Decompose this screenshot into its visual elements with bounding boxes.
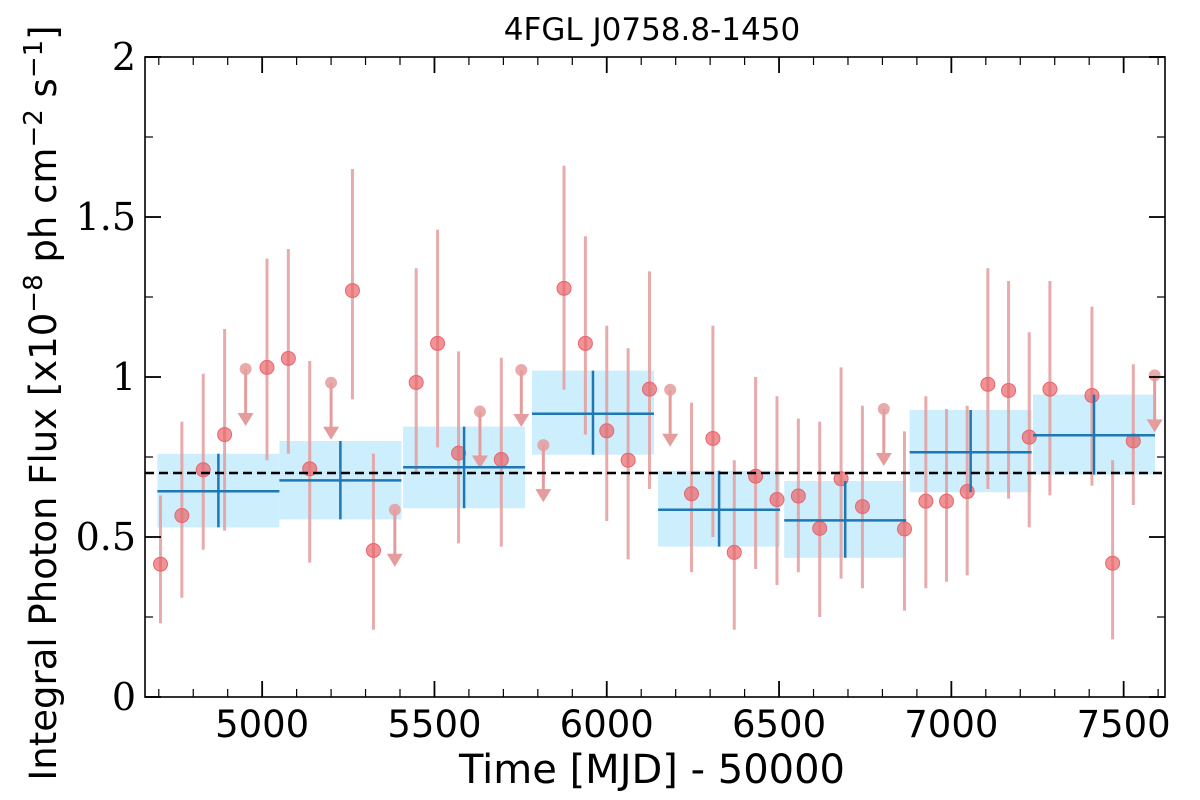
data-point (790, 488, 806, 504)
y-tick-label: 1.5 (76, 195, 136, 239)
data-point (918, 493, 934, 509)
data-point (1084, 388, 1100, 404)
upper-limit-marker (664, 383, 677, 396)
upper-limit-marker (473, 405, 486, 418)
data-point (153, 556, 169, 572)
upper-limit-arrow (513, 413, 530, 427)
upper-limit-marker (537, 439, 550, 452)
upper-limit-arrow (471, 455, 488, 469)
upper-limits-layer (237, 363, 1163, 567)
data-point (748, 468, 764, 484)
y-axis-label-exponent: −2 (19, 109, 49, 147)
data-point (493, 452, 509, 468)
upper-limit-marker (388, 503, 401, 516)
data-point (577, 335, 593, 351)
upper-limit-arrow (875, 453, 892, 466)
data-point (430, 335, 446, 351)
data-point (451, 445, 467, 461)
x-tick-label: 7500 (1077, 703, 1171, 746)
y-tick-label: 0 (112, 675, 136, 719)
data-point (939, 493, 955, 509)
data-point (259, 359, 275, 375)
data-point (854, 499, 870, 515)
x-tick-label: 7000 (904, 703, 998, 746)
data-point (684, 486, 700, 502)
data-point (980, 376, 996, 392)
y-axis-label-close: ] (22, 25, 65, 39)
upper-limit-marker (515, 363, 528, 376)
x-tick-label: 5500 (387, 703, 481, 746)
upper-limit-arrow (662, 433, 679, 447)
upper-limit-marker (239, 363, 252, 375)
data-point (344, 283, 360, 299)
data-point (1021, 429, 1037, 445)
data-point (896, 521, 912, 537)
data-point (705, 430, 721, 446)
bins-layer (157, 370, 1156, 558)
upper-limit-marker (1148, 369, 1161, 382)
data-point (959, 484, 975, 500)
data-point (1042, 381, 1058, 397)
data-point (408, 374, 424, 390)
y-tick-label: 2 (112, 35, 136, 79)
y-tick-label: 0.5 (76, 515, 136, 559)
data-point (812, 520, 828, 536)
data-point (174, 508, 190, 524)
upper-limit-arrow (1146, 419, 1163, 433)
data-point (280, 350, 296, 366)
upper-limit-arrow (386, 553, 403, 567)
points-layer (153, 280, 1141, 572)
axis-ticks-layer: 5000 5500 6000 6500 7000 7500 0 0.5 1 1.5 2 (76, 35, 1171, 746)
y-axis-label-main: Integral Photon Flux [x10 (22, 313, 65, 781)
data-point (769, 492, 785, 508)
x-tick-label: 6500 (732, 703, 826, 746)
x-tick-label: 6000 (560, 703, 654, 746)
x-axis-label: Time [MJD] - 50000 (458, 747, 845, 793)
chart-title: 4FGL J0758.8-1450 (504, 12, 800, 48)
y-axis-label-seconds: s (22, 78, 65, 109)
y-tick-label: 1 (112, 355, 136, 399)
data-point (1001, 382, 1017, 398)
data-point (556, 280, 572, 296)
y-axis-label-exponent: −8 (19, 274, 49, 312)
upper-limit-marker (877, 403, 890, 415)
upper-limit-arrow (237, 413, 254, 426)
data-point (726, 544, 742, 560)
data-point (195, 462, 211, 478)
y-axis-label-exponent: −1 (19, 40, 49, 78)
data-point (641, 381, 657, 397)
upper-limit-arrow (323, 426, 340, 440)
upper-limit-arrow (535, 489, 552, 503)
data-point (217, 427, 233, 443)
data-point (365, 542, 381, 558)
y-axis-label: Integral Photon Flux [x10−8 ph cm−2 s−1] (19, 25, 65, 780)
upper-limit-marker (325, 376, 338, 389)
y-axis-label-units: ph cm (22, 148, 65, 275)
data-point (599, 423, 615, 439)
x-tick-label: 5000 (215, 703, 309, 746)
data-point (620, 452, 636, 468)
data-point (1105, 555, 1121, 571)
